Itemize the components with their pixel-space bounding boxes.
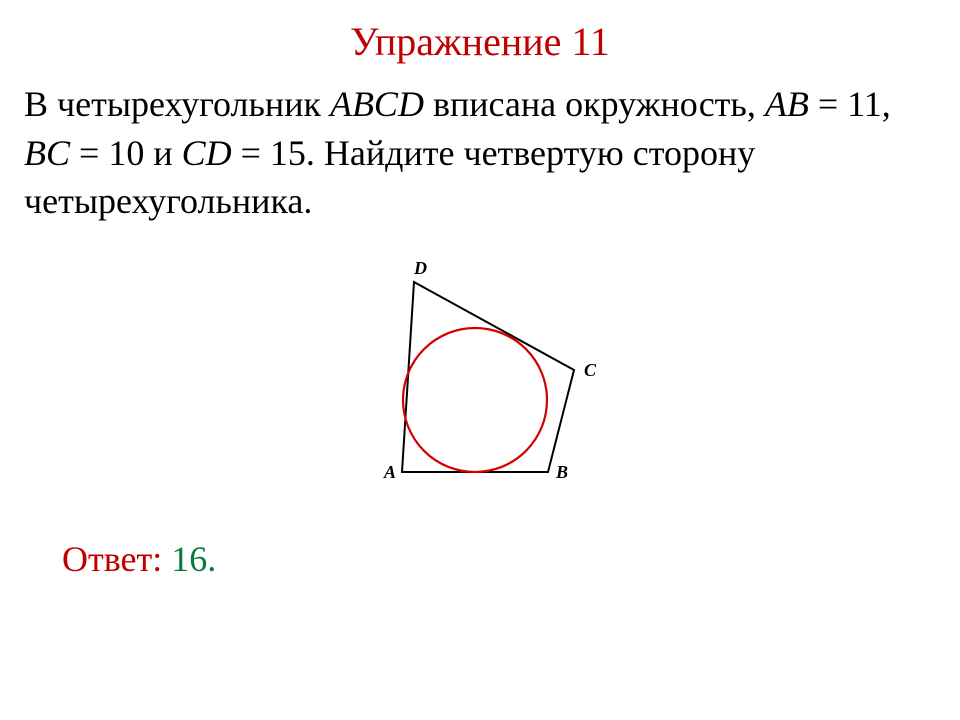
- inscribed-circle: [403, 328, 547, 472]
- side-ab-value: 11: [847, 84, 882, 124]
- vertex-label-c: C: [584, 360, 597, 380]
- exercise-title: Упражнение 11: [0, 18, 960, 65]
- answer-line: Ответ: 16.: [62, 538, 216, 580]
- problem-statement: В четырехугольник ABCD вписана окружност…: [24, 80, 936, 226]
- text-fragment: ,: [882, 84, 891, 124]
- side-cd-value: 15: [270, 133, 306, 173]
- quad-name: ABCD: [330, 84, 424, 124]
- side-cd-label: CD: [182, 133, 232, 173]
- text-fragment: вписана окружность,: [424, 84, 765, 124]
- answer-value: 16.: [171, 539, 216, 579]
- text-fragment: =: [70, 133, 108, 173]
- side-bc-label: BC: [24, 133, 70, 173]
- vertex-label-d: D: [413, 260, 427, 278]
- answer-label: Ответ:: [62, 539, 171, 579]
- text-fragment: =: [232, 133, 270, 173]
- text-fragment: =: [809, 84, 847, 124]
- quadrilateral: [402, 282, 574, 472]
- geometry-figure: A B C D: [340, 260, 620, 510]
- text-fragment: В четырехугольник: [24, 84, 330, 124]
- figure-container: A B C D: [0, 260, 960, 515]
- text-fragment: и: [144, 133, 181, 173]
- side-bc-value: 10: [108, 133, 144, 173]
- side-ab-label: AB: [765, 84, 809, 124]
- slide: Упражнение 11 В четырехугольник ABCD впи…: [0, 0, 960, 720]
- vertex-label-b: B: [555, 462, 568, 482]
- vertex-label-a: A: [383, 462, 396, 482]
